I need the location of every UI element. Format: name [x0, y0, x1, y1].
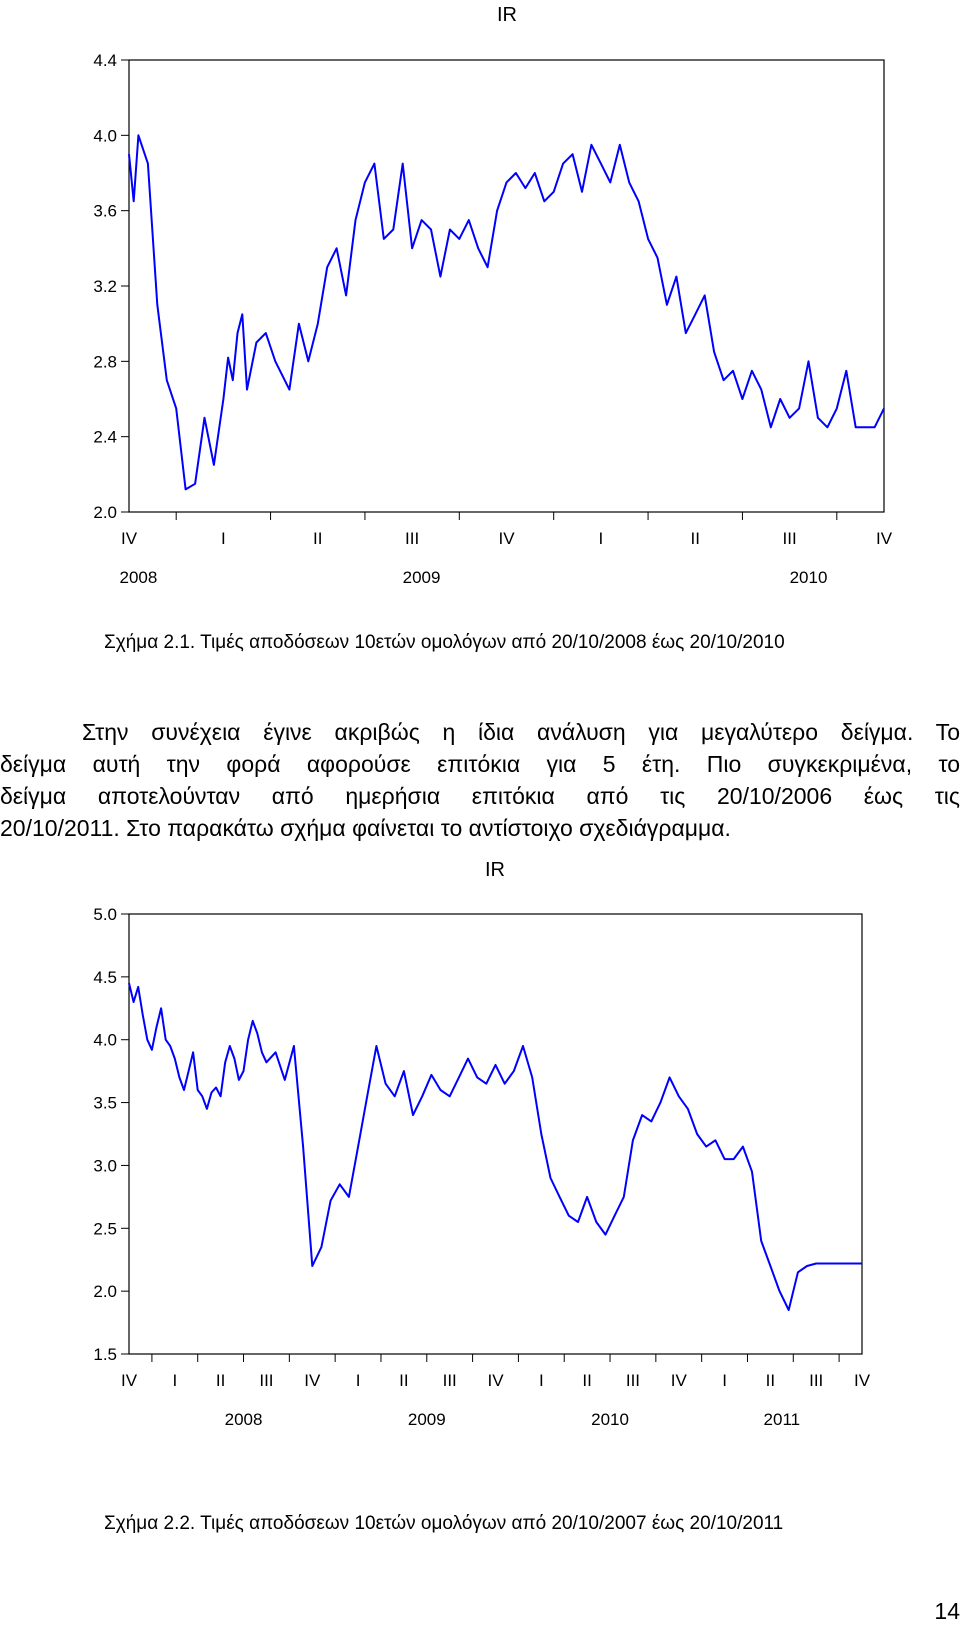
- chart1-quarter-label: I: [221, 529, 226, 548]
- chart2-quarter-label: IV: [487, 1371, 504, 1390]
- chart1-quarter-label: II: [313, 529, 322, 548]
- chart2-quarter-label: IV: [121, 1371, 138, 1390]
- chart2-quarter-label: III: [259, 1371, 273, 1390]
- chart2-series-line-0: [128, 982, 862, 1311]
- chart1-y-tick-label: 3.6: [93, 202, 117, 221]
- body-paragraph: Στην συνέχεια έγινε ακριβώς η ίδια ανάλυ…: [0, 716, 960, 844]
- chart1-year-label: 2008: [120, 568, 158, 587]
- chart1-y-tick-label: 2.4: [93, 428, 117, 447]
- chart2-year-label: 2008: [225, 1410, 263, 1429]
- chart2-y-tick-label: 2.5: [93, 1219, 117, 1238]
- chart2-quarter-label: II: [582, 1371, 591, 1390]
- chart2-y-tick-label: 1.5: [93, 1345, 117, 1364]
- figure-2-1-caption: Σχήμα 2.1. Τιμές αποδόσεων 10ετών ομολόγ…: [104, 632, 785, 653]
- chart2-y-tick-label: 4.0: [93, 1031, 117, 1050]
- chart1-y-tick-label: 4.4: [93, 51, 117, 70]
- chart2-y-tick-label: 2.0: [93, 1282, 117, 1301]
- chart2-quarter-label: I: [356, 1371, 361, 1390]
- chart1-quarter-label: III: [783, 529, 797, 548]
- chart2-y-tick-label: 4.5: [93, 968, 117, 987]
- chart2-quarter-label: I: [172, 1371, 177, 1390]
- chart1-quarter-label: IV: [876, 529, 893, 548]
- figure-2-1-chart: IR4.44.03.63.22.82.42.0IV I II III IV I II III I…: [93, 4, 893, 587]
- chart2-year-label: 2011: [764, 1410, 801, 1429]
- chart2-quarter-label: III: [809, 1371, 823, 1390]
- chart2-plot-frame: [128, 913, 863, 1355]
- paragraph-line-2: δείγμα αυτή την φορά αφορούσε επιτόκια γ…: [0, 751, 960, 777]
- chart2-y-tick-label: 3.0: [93, 1156, 117, 1175]
- chart2-quarter-label: II: [216, 1371, 225, 1390]
- chart2-y-tick-label: 5.0: [93, 905, 117, 924]
- paragraph-line-3: δείγμα αποτελούνταν από ημερήσια επιτόκι…: [0, 783, 960, 809]
- chart1-year-label: 2009: [403, 568, 441, 587]
- figure-2-2-caption: Σχήμα 2.2. Τιμές αποδόσεων 10ετών ομολόγ…: [104, 1513, 784, 1534]
- paragraph-line-4: 20/10/2011. Στο παρακάτω σχήμα φαίνεται …: [0, 815, 731, 841]
- chart2-quarter-label: I: [539, 1371, 544, 1390]
- figure-2-2-chart: IR5.04.54.03.53.02.52.01.5IV I II III IV I II I…: [93, 859, 871, 1429]
- chart1-plot-frame: [128, 59, 885, 513]
- chart1-quarter-label: I: [599, 529, 604, 548]
- chart2-quarter-label: III: [626, 1371, 640, 1390]
- chart2-quarter-label: II: [399, 1371, 408, 1390]
- chart1-y-tick-label: 4.0: [93, 126, 117, 145]
- chart1-year-label: 2010: [790, 568, 828, 587]
- chart2-title: IR: [485, 859, 505, 881]
- chart2-quarter-label: I: [722, 1371, 727, 1390]
- chart1-series-line-0: [128, 134, 885, 491]
- chart1-quarter-label: III: [405, 529, 419, 548]
- chart1-quarter-label: IV: [498, 529, 515, 548]
- chart1-title: IR: [497, 4, 517, 26]
- chart1-quarter-label: II: [691, 529, 700, 548]
- chart1-quarter-label: IV: [121, 529, 138, 548]
- chart1-y-tick-label: 2.8: [93, 352, 117, 371]
- chart2-quarter-label: IV: [854, 1371, 871, 1390]
- paragraph-line-1: Στην συνέχεια έγινε ακριβώς η ίδια ανάλυ…: [82, 719, 960, 745]
- page-number: 14: [934, 1598, 960, 1624]
- chart1-y-tick-label: 3.2: [93, 277, 117, 296]
- chart2-quarter-label: II: [766, 1371, 775, 1390]
- chart2-year-label: 2009: [408, 1410, 446, 1429]
- chart2-quarter-label: IV: [671, 1371, 688, 1390]
- chart2-y-tick-label: 3.5: [93, 1094, 117, 1113]
- chart2-quarter-label: IV: [304, 1371, 321, 1390]
- chart1-y-tick-label: 2.0: [93, 503, 117, 522]
- chart2-quarter-label: III: [443, 1371, 457, 1390]
- chart2-year-label: 2010: [591, 1410, 629, 1429]
